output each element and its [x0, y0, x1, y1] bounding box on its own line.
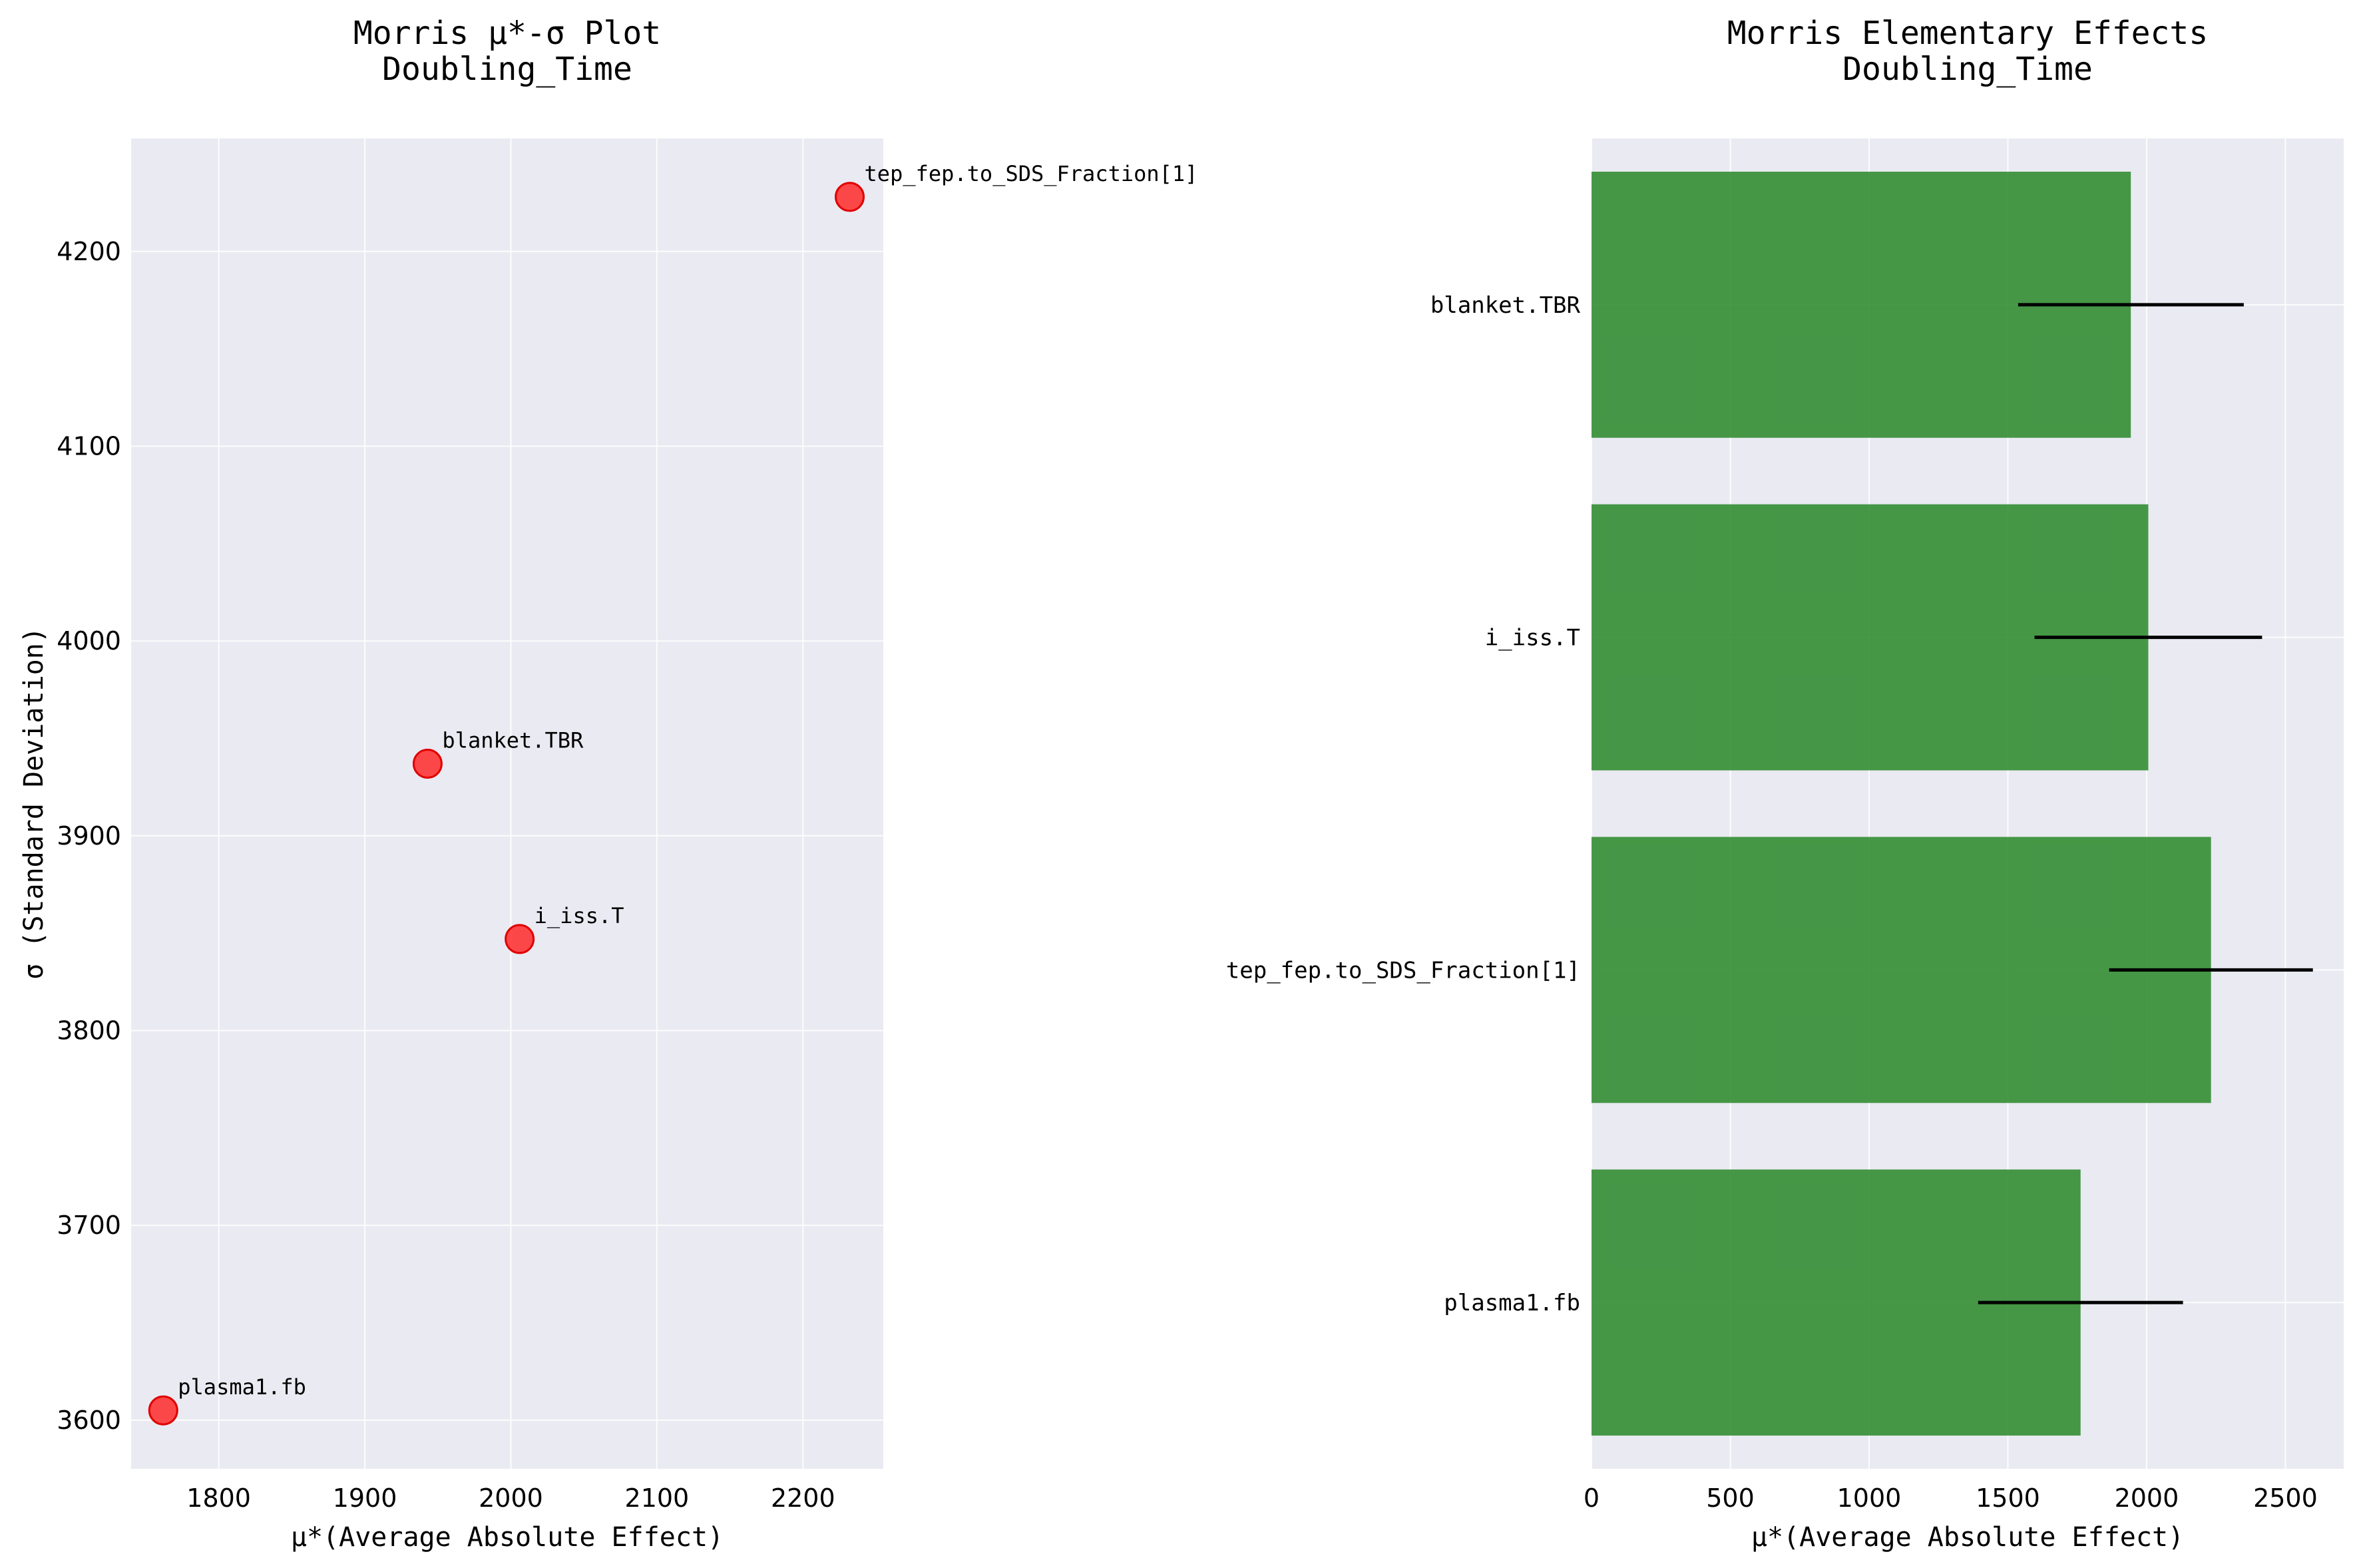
scatter-y-tick-label: 4100 — [57, 431, 121, 461]
scatter-point — [412, 749, 443, 779]
bar-x-tick-label: 500 — [1706, 1483, 1755, 1513]
scatter-y-tick-label: 4200 — [57, 237, 121, 266]
scatter-y-tick-label: 3700 — [57, 1211, 121, 1240]
bar-category-label: i_iss.T — [1485, 625, 1580, 652]
bar-x-tick-label: 1500 — [1976, 1483, 2040, 1513]
bar-title: Morris Elementary Effects — [1727, 15, 2208, 52]
scatter-y-tick-label: 3600 — [57, 1406, 121, 1435]
scatter-points: tep_fep.to_SDS_Fraction[1] blanket.TBR i_i… — [148, 161, 1198, 1426]
bar-category-label: plasma1.fb — [1444, 1290, 1580, 1316]
bar-x-tick-label: 0 — [1584, 1483, 1600, 1513]
scatter-point — [505, 924, 535, 954]
scatter-point — [835, 182, 865, 212]
scatter-x-axis-label: μ*(Average Absolute Effect) — [291, 1522, 724, 1553]
bar-category-label: blanket.TBR — [1430, 292, 1581, 319]
scatter-plot-area — [131, 138, 883, 1469]
bar-x-tick-label: 2000 — [2115, 1483, 2179, 1513]
scatter-y-tick-label: 3900 — [57, 821, 121, 851]
scatter-y-ticks: 3600 3700 3800 3900 4000 4100 4200 — [57, 237, 121, 1435]
scatter-gridlines — [131, 138, 883, 1469]
scatter-subtitle: Doubling_Time — [382, 51, 632, 88]
bar-x-axis-label: μ*(Average Absolute Effect) — [1751, 1522, 2184, 1553]
scatter-x-tick-label: 2000 — [479, 1483, 543, 1513]
scatter-y-tick-label: 3800 — [57, 1016, 121, 1045]
scatter-point-label: plasma1.fb — [178, 1374, 306, 1400]
scatter-x-tick-label: 2100 — [625, 1483, 690, 1513]
bar — [1592, 837, 2211, 1103]
scatter-point-label: i_iss.T — [535, 903, 624, 928]
bar-category-label: tep_fep.to_SDS_Fraction[1] — [1226, 957, 1580, 984]
bar-category-labels: blanket.TBR i_iss.T tep_fep.to_SDS_Fractio… — [1226, 292, 1581, 1316]
bar-x-ticks: 0 500 1000 1500 2000 2500 — [1584, 1483, 2318, 1513]
bar-error-bars — [1978, 303, 2313, 1304]
scatter-x-ticks: 1800 1900 2000 2100 2200 — [186, 1483, 835, 1513]
bar-x-tick-label: 2500 — [2253, 1483, 2318, 1513]
scatter-point-label: tep_fep.to_SDS_Fraction[1] — [865, 161, 1198, 186]
scatter-x-tick-label: 2200 — [771, 1483, 835, 1513]
bar-panel: 0 500 1000 1500 2000 2500 blanket.TBR i_iss.Tt… — [1226, 15, 2344, 1553]
scatter-y-tick-label: 4000 — [57, 626, 121, 656]
bar-subtitle: Doubling_Time — [1842, 51, 2093, 88]
scatter-point — [148, 1395, 178, 1426]
bar-x-tick-label: 1000 — [1837, 1483, 1902, 1513]
scatter-title: Morris μ*-σ Plot — [353, 15, 661, 52]
scatter-y-axis-label: σ (Standard Deviation) — [19, 627, 49, 980]
scatter-x-tick-label: 1900 — [333, 1483, 397, 1513]
scatter-point-label: blanket.TBR — [442, 728, 584, 753]
scatter-panel: 1800 1900 2000 2100 2200 3600 3700 3800 3900 400… — [19, 15, 1197, 1553]
scatter-x-tick-label: 1800 — [186, 1483, 251, 1513]
